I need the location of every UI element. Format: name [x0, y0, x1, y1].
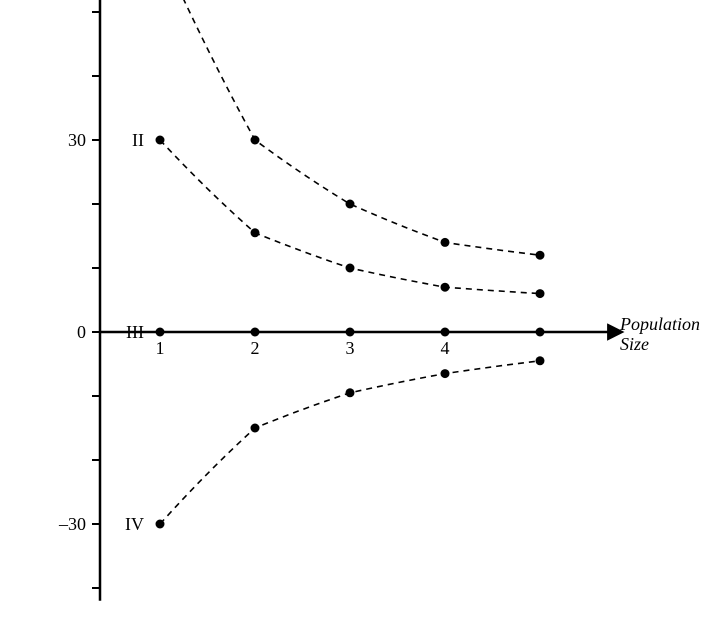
series-IV-line — [160, 361, 540, 524]
series-IV-point — [536, 356, 545, 365]
utility-chart: –30030601234AverageUtilityPopulationSize… — [0, 0, 705, 636]
x-tick-label: 1 — [156, 338, 165, 358]
series-II-point — [441, 283, 450, 292]
y-tick-label: –30 — [58, 514, 86, 534]
series-I-point — [536, 251, 545, 260]
x-tick-label: 4 — [441, 338, 450, 358]
x-axis-title-line1: Population — [619, 314, 700, 334]
series-IV-point — [156, 520, 165, 529]
series-II-point — [156, 136, 165, 145]
x-axis-title-line2: Size — [620, 334, 649, 354]
series-I-point — [251, 136, 260, 145]
series-II-point — [346, 264, 355, 273]
series-label-III: III — [126, 322, 144, 342]
x-tick-label: 2 — [251, 338, 260, 358]
series-III-point — [251, 328, 260, 337]
series-IV-point — [251, 424, 260, 433]
series-II-point — [251, 228, 260, 237]
series-label-IV: IV — [125, 514, 144, 534]
series-III-point — [156, 328, 165, 337]
series-I-line — [160, 0, 540, 255]
y-tick-label: 0 — [77, 322, 86, 342]
series-III-point — [441, 328, 450, 337]
series-III-point — [536, 328, 545, 337]
series-I-point — [441, 238, 450, 247]
y-tick-label: 30 — [68, 130, 86, 150]
series-II-point — [536, 289, 545, 298]
series-IV-point — [441, 369, 450, 378]
x-tick-label: 3 — [346, 338, 355, 358]
chart-container: –30030601234AverageUtilityPopulationSize… — [0, 0, 705, 636]
series-IV-point — [346, 388, 355, 397]
series-III-point — [346, 328, 355, 337]
series-I-point — [346, 200, 355, 209]
series-label-II: II — [132, 130, 144, 150]
